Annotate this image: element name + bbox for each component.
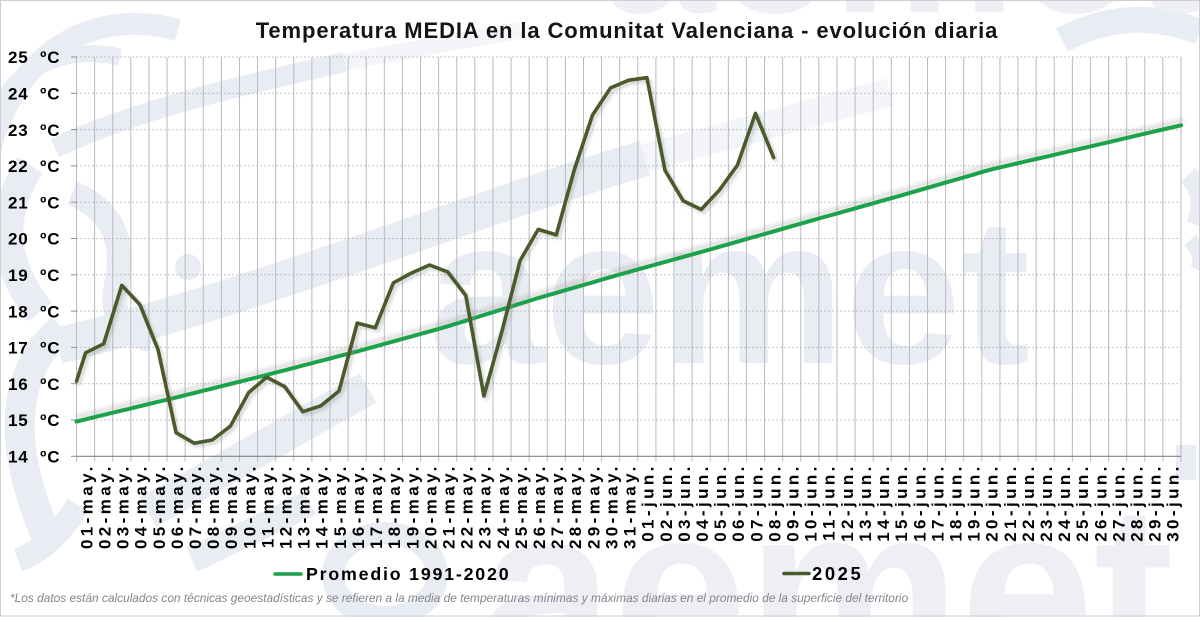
svg-text:24-jun.: 24-jun. (1055, 463, 1074, 542)
svg-text:24 ºC: 24 ºC (8, 85, 60, 104)
svg-text:10-jun.: 10-jun. (802, 463, 821, 542)
svg-text:14 ºC: 14 ºC (8, 448, 60, 467)
svg-text:aemet: aemet (480, 455, 1174, 617)
svg-text:14-may.: 14-may. (313, 463, 332, 549)
svg-text:26-jun.: 26-jun. (1091, 463, 1110, 542)
svg-text:11-may.: 11-may. (258, 463, 277, 548)
svg-text:28-may.: 28-may. (566, 463, 585, 549)
svg-text:06-jun.: 06-jun. (729, 463, 748, 542)
svg-text:05-jun.: 05-jun. (711, 463, 730, 542)
svg-text:21-may.: 21-may. (440, 463, 459, 549)
svg-text:03-jun.: 03-jun. (675, 463, 694, 542)
svg-text:20-may.: 20-may. (421, 463, 440, 549)
svg-text:*Los datos están calculados co: *Los datos están calculados con técnicas… (10, 591, 909, 605)
svg-text:18-may.: 18-may. (385, 463, 404, 549)
svg-text:17-may.: 17-may. (367, 463, 386, 549)
svg-text:04-jun.: 04-jun. (693, 463, 712, 542)
svg-text:01-may.: 01-may. (77, 463, 96, 549)
svg-text:19-jun.: 19-jun. (965, 463, 984, 542)
svg-text:25-jun.: 25-jun. (1073, 463, 1092, 542)
svg-text:24-may.: 24-may. (494, 463, 513, 549)
svg-text:21 ºC: 21 ºC (8, 193, 60, 212)
svg-text:02-may.: 02-may. (96, 463, 115, 549)
svg-text:20 ºC: 20 ºC (8, 230, 60, 249)
svg-text:17-jun.: 17-jun. (928, 463, 947, 542)
svg-text:15 ºC: 15 ºC (8, 411, 60, 430)
svg-text:18-jun.: 18-jun. (947, 463, 966, 542)
svg-text:03-may.: 03-may. (114, 463, 133, 549)
svg-text:15-may.: 15-may. (331, 463, 350, 549)
svg-text:23 ºC: 23 ºC (8, 121, 60, 140)
svg-text:Temperatura MEDIA en la Comuni: Temperatura MEDIA en la Comunitat Valenc… (256, 18, 999, 43)
svg-text:05-may.: 05-may. (150, 463, 169, 549)
svg-text:14-jun.: 14-jun. (874, 463, 893, 542)
svg-text:22-jun.: 22-jun. (1019, 463, 1038, 542)
svg-text:16-jun.: 16-jun. (910, 463, 929, 542)
svg-text:18 ºC: 18 ºC (8, 302, 60, 321)
svg-text:30-jun.: 30-jun. (1164, 463, 1183, 542)
svg-text:04-may.: 04-may. (132, 463, 151, 549)
svg-text:30-may.: 30-may. (602, 463, 621, 549)
svg-text:01-jun.: 01-jun. (639, 463, 658, 542)
svg-text:13-may.: 13-may. (295, 463, 314, 549)
svg-text:19 ºC: 19 ºC (8, 266, 60, 285)
svg-text:Promedio 1991-2020: Promedio 1991-2020 (306, 564, 510, 584)
svg-text:31-may.: 31-may. (621, 463, 640, 549)
svg-text:23-may.: 23-may. (476, 463, 495, 549)
svg-text:27-jun.: 27-jun. (1109, 463, 1128, 542)
svg-text:15-jun.: 15-jun. (892, 463, 911, 542)
svg-text:02-jun.: 02-jun. (657, 463, 676, 542)
svg-text:07-may.: 07-may. (186, 463, 205, 549)
svg-text:aemet: aemet (600, 0, 1200, 57)
svg-text:06-may.: 06-may. (168, 463, 187, 549)
svg-text:16 ºC: 16 ºC (8, 375, 60, 394)
svg-text:08-may.: 08-may. (204, 463, 223, 549)
svg-text:25-may.: 25-may. (512, 463, 531, 549)
svg-text:21-jun.: 21-jun. (1001, 463, 1020, 542)
svg-text:29-jun.: 29-jun. (1146, 463, 1165, 542)
svg-text:08-jun.: 08-jun. (765, 463, 784, 542)
svg-text:17 ºC: 17 ºC (8, 339, 60, 358)
svg-text:25 ºC: 25 ºC (8, 48, 60, 67)
svg-text:27-may.: 27-may. (548, 463, 567, 549)
svg-text:12-jun.: 12-jun. (838, 463, 857, 542)
svg-text:23-jun.: 23-jun. (1037, 463, 1056, 542)
svg-text:07-jun.: 07-jun. (747, 463, 766, 542)
svg-text:11-jun.: 11-jun. (820, 463, 839, 541)
svg-text:12-may.: 12-may. (277, 463, 296, 549)
svg-text:13-jun.: 13-jun. (856, 463, 875, 542)
svg-text:09-may.: 09-may. (222, 463, 241, 549)
svg-text:29-may.: 29-may. (584, 463, 603, 549)
svg-text:26-may.: 26-may. (530, 463, 549, 549)
svg-text:22-may.: 22-may. (458, 463, 477, 549)
svg-text:aemet: aemet (429, 176, 1030, 408)
svg-text:09-jun.: 09-jun. (784, 463, 803, 542)
svg-text:20-jun.: 20-jun. (983, 463, 1002, 542)
svg-text:10-may.: 10-may. (240, 463, 259, 549)
svg-text:22 ºC: 22 ºC (8, 157, 60, 176)
svg-text:2025: 2025 (812, 563, 863, 584)
svg-text:19-may.: 19-may. (403, 463, 422, 549)
svg-text:28-jun.: 28-jun. (1128, 463, 1147, 542)
svg-text:16-may.: 16-may. (349, 463, 368, 549)
